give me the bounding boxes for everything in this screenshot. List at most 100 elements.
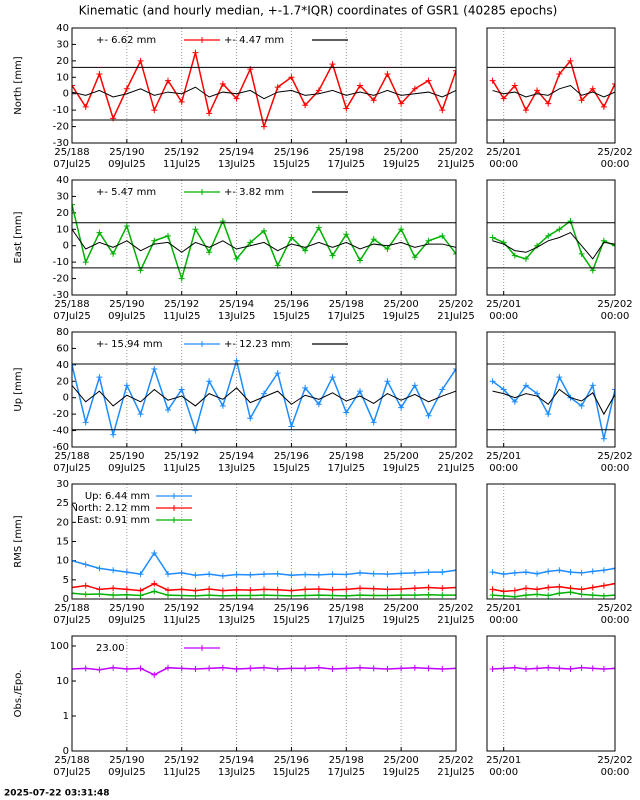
y-tick-label: -10 xyxy=(53,105,69,116)
point xyxy=(489,666,496,673)
point xyxy=(315,224,322,231)
point xyxy=(357,664,363,671)
point xyxy=(72,666,75,673)
x-tick-date: 00:00 xyxy=(601,615,630,626)
x-tick-date: 21Jul25 xyxy=(437,463,475,474)
point xyxy=(589,584,596,591)
point xyxy=(522,255,529,262)
point xyxy=(534,570,541,577)
y-tick-label: -20 xyxy=(53,409,69,420)
point xyxy=(151,365,158,372)
point xyxy=(534,591,541,598)
x-tick-label: 25/200 xyxy=(384,755,419,766)
point xyxy=(500,665,507,672)
point xyxy=(302,102,309,109)
point xyxy=(439,569,446,576)
point xyxy=(489,592,496,599)
x-tick-label: 25/198 xyxy=(329,755,364,766)
point xyxy=(192,49,199,56)
point xyxy=(522,666,529,673)
point xyxy=(329,586,336,593)
point xyxy=(192,226,199,233)
x-tick-label: 25/190 xyxy=(109,299,144,310)
plot-area xyxy=(72,357,456,438)
point xyxy=(137,571,144,578)
point xyxy=(534,665,541,672)
point xyxy=(82,561,89,568)
point xyxy=(612,80,615,87)
point xyxy=(522,569,529,576)
x-tick-label: 25/201 xyxy=(486,147,521,158)
point xyxy=(72,361,75,368)
point xyxy=(370,419,377,426)
y-tick-label: 80 xyxy=(56,327,69,338)
point xyxy=(329,592,336,599)
point xyxy=(329,374,336,381)
point xyxy=(522,382,529,389)
point xyxy=(453,67,456,74)
x-tick-date: 13Jul25 xyxy=(218,615,256,626)
point xyxy=(315,401,322,408)
point xyxy=(600,103,607,110)
y-axis-label: RMS [mm] xyxy=(13,515,24,567)
point xyxy=(123,223,130,229)
point xyxy=(357,257,363,264)
x-tick-label: 25/200 xyxy=(384,299,419,310)
panel-frame xyxy=(71,331,457,448)
x-tick-date: 13Jul25 xyxy=(218,159,256,170)
point xyxy=(261,586,267,593)
point xyxy=(370,592,377,599)
series-line xyxy=(72,385,456,407)
point xyxy=(589,568,596,575)
y-tick-label: 0 xyxy=(63,241,69,252)
point xyxy=(219,592,226,599)
x-tick-label: 25/196 xyxy=(274,147,309,158)
plot-area xyxy=(489,57,615,114)
series-line xyxy=(492,219,615,272)
point xyxy=(123,666,130,673)
point xyxy=(534,87,541,94)
y-axis-label: East [mm] xyxy=(13,211,24,263)
y-tick-label: 60 xyxy=(56,343,69,354)
point xyxy=(165,592,171,599)
point xyxy=(612,565,615,572)
point xyxy=(489,77,496,84)
point xyxy=(556,374,563,381)
point xyxy=(192,592,199,599)
point xyxy=(453,584,456,591)
point xyxy=(411,664,418,671)
point xyxy=(556,590,563,597)
x-tick-date: 17Jul25 xyxy=(328,311,366,322)
point xyxy=(219,587,226,594)
point xyxy=(165,232,171,239)
panel-frame xyxy=(71,483,457,600)
plot-area xyxy=(489,218,615,274)
point xyxy=(612,665,615,672)
point xyxy=(556,665,563,672)
legend-marker xyxy=(199,189,205,195)
legend-marker xyxy=(199,37,205,43)
point xyxy=(233,571,240,578)
point xyxy=(288,572,295,579)
point xyxy=(556,567,563,574)
point xyxy=(425,237,432,244)
point xyxy=(206,249,213,256)
x-tick-label: 25/202 xyxy=(597,299,632,310)
y-tick-label: -60 xyxy=(53,442,69,453)
point xyxy=(384,571,391,578)
point xyxy=(589,85,596,92)
point xyxy=(151,237,158,244)
point xyxy=(370,585,377,592)
point xyxy=(192,427,199,434)
point xyxy=(178,569,185,576)
point xyxy=(233,357,240,364)
series-line xyxy=(491,59,615,112)
point xyxy=(545,568,552,575)
point xyxy=(600,582,607,589)
point xyxy=(247,415,254,422)
y-axis-label: Obs./Epo. xyxy=(13,670,24,718)
x-tick-label: 25/200 xyxy=(384,451,419,462)
point xyxy=(206,378,213,385)
point xyxy=(110,664,117,671)
point xyxy=(511,82,518,89)
